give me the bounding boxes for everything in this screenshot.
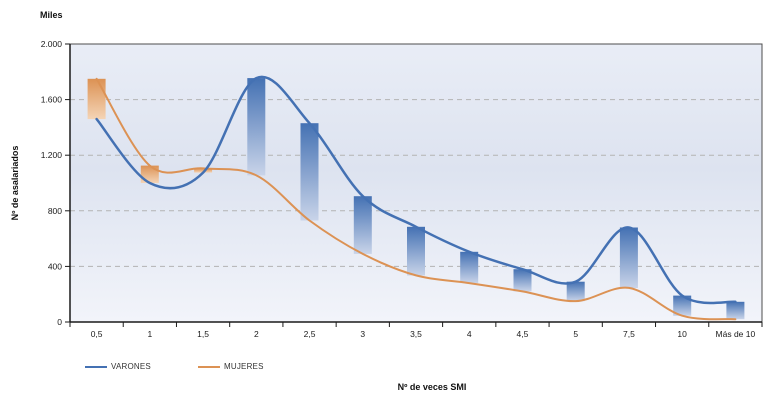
x-tick-label: 2,5 [304,329,316,339]
legend-label-mujeres: MUJERES [224,362,264,371]
x-tick-label: 2 [254,329,259,339]
x-tick-label: 7,5 [623,329,635,339]
difference-band [673,295,692,316]
mujeres-line-swatch [198,365,220,368]
difference-band [194,168,213,173]
x-tick-label: 5 [573,329,578,339]
y-tick-label: 2.000 [41,39,63,49]
difference-band [566,281,585,302]
y-tick-label: 800 [48,206,62,216]
x-tick-label: 1 [147,329,152,339]
difference-band [87,78,106,120]
x-tick-label: 0,5 [91,329,103,339]
x-tick-label: 4,5 [517,329,529,339]
x-axis-title: Nº de veces SMI [397,382,467,392]
y-tick-label: 0 [57,317,62,327]
legend-item-mujeres: MUJERES [198,362,264,371]
chart-units-title: Miles [40,10,63,20]
legend-label-varones: VARONES [111,362,151,371]
y-axis-title: Nº de asalariados [10,145,20,221]
legend-item-varones: VARONES [85,362,151,371]
x-tick-label: Más de 10 [716,329,756,339]
plot-background [70,44,762,322]
x-tick-label: 4 [467,329,472,339]
y-tick-label: 400 [48,261,62,271]
y-tick-label: 1.600 [41,95,63,105]
difference-band [247,78,266,176]
difference-band [140,165,159,183]
difference-band [513,269,532,292]
x-tick-label: 3 [360,329,365,339]
x-tick-label: 1,5 [197,329,209,339]
y-tick-label: 1.200 [41,150,63,160]
varones-line [95,75,737,305]
x-tick-label: 10 [677,329,687,339]
varones-line-swatch [85,365,107,368]
difference-band [460,251,479,284]
x-tick-label: 3,5 [410,329,422,339]
difference-band [300,123,319,221]
difference-band [619,227,638,288]
mujeres-line [95,77,737,321]
legend: VARONES MUJERES [0,362,781,376]
difference-band [407,226,425,276]
difference-band [353,196,372,254]
difference-band [726,301,745,320]
